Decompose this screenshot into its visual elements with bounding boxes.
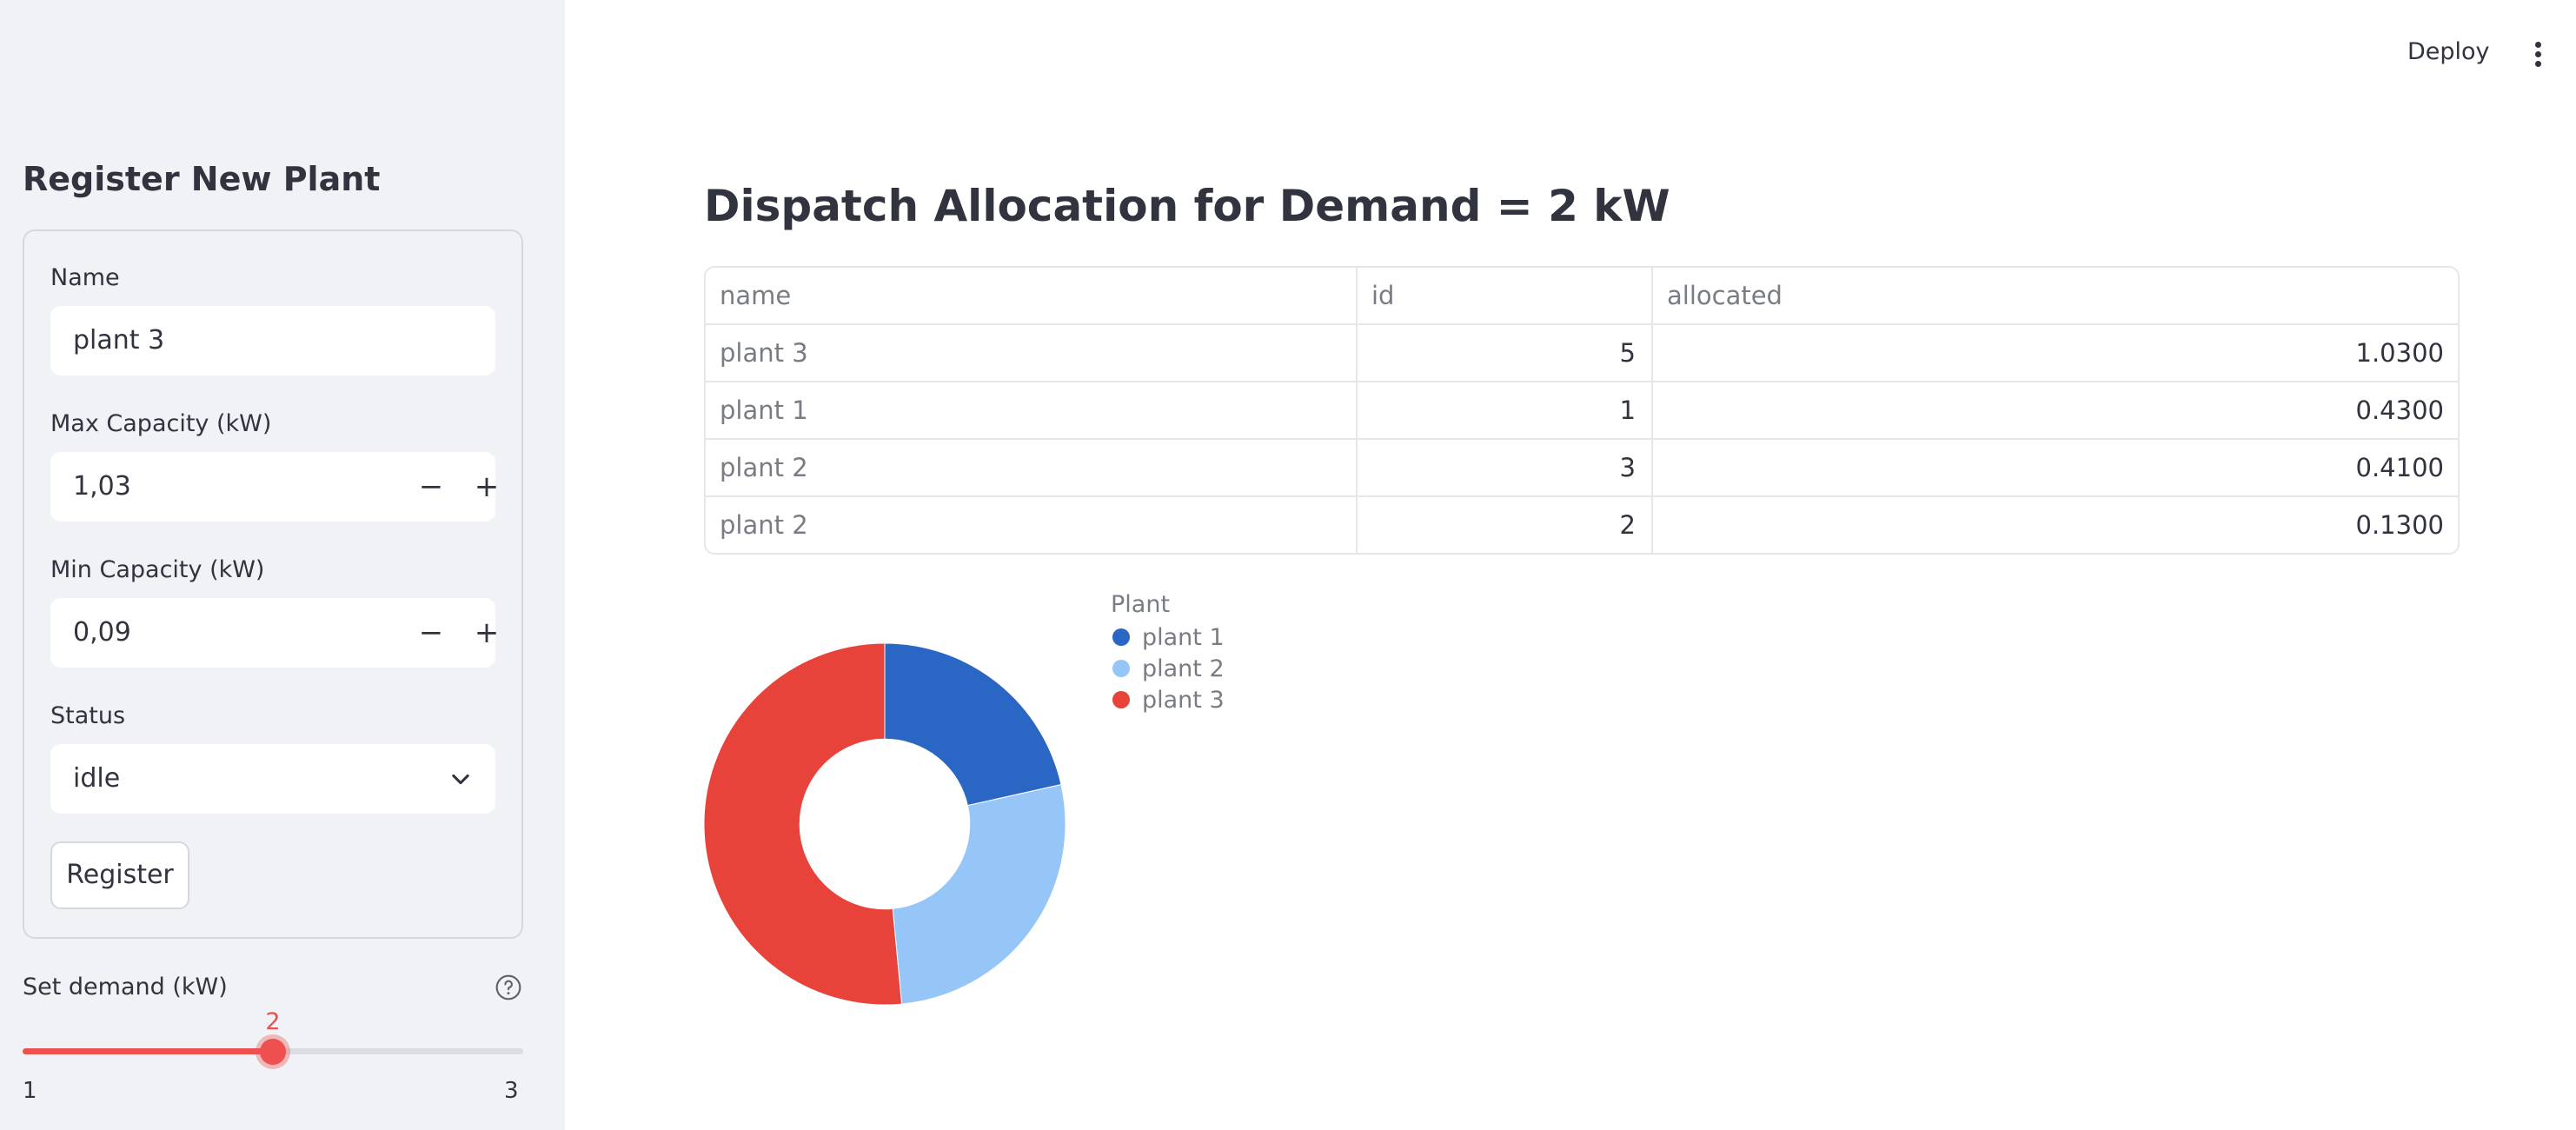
column-divider xyxy=(1651,268,1653,553)
allocation-donut-chart xyxy=(703,642,1066,1006)
table-row: plant 2 3 0.4100 xyxy=(706,438,2458,495)
table-row: plant 1 1 0.4300 xyxy=(706,381,2458,438)
legend-marker xyxy=(1112,690,1130,708)
min-capacity-label: Min Capacity (kW) xyxy=(50,556,265,583)
min-capacity-input[interactable]: 0,09 − + xyxy=(50,598,499,668)
legend-item-plant-1[interactable]: plant 1 xyxy=(1112,622,1225,654)
legend-marker xyxy=(1112,628,1130,646)
min-capacity-value: 0,09 xyxy=(73,617,131,648)
legend-title: Plant xyxy=(1111,591,1171,618)
chevron-down-icon xyxy=(452,774,469,785)
table-cell[interactable]: 0.4100 xyxy=(2355,453,2444,482)
legend-item-plant-3[interactable]: plant 3 xyxy=(1112,685,1225,716)
demand-slider-thumb[interactable] xyxy=(260,1039,286,1065)
demand-slider-min: 1 xyxy=(23,1078,37,1104)
status-select-value: idle xyxy=(73,763,121,794)
table-header-row: name id allocated xyxy=(706,268,2458,325)
table-row: plant 2 2 0.1300 xyxy=(706,495,2458,553)
donut-slice-plant-1[interactable] xyxy=(884,642,1062,807)
max-capacity-increment-button[interactable]: + xyxy=(474,469,500,504)
table-cell[interactable]: 1.0300 xyxy=(2355,338,2444,368)
demand-slider-fill xyxy=(23,1048,273,1054)
help-icon[interactable] xyxy=(495,974,522,1001)
donut-slice-plant-2[interactable] xyxy=(892,784,1066,1005)
sidebar-title: Register New Plant xyxy=(23,160,381,198)
register-button[interactable]: Register xyxy=(50,841,189,909)
min-capacity-decrement-button[interactable]: − xyxy=(418,615,444,650)
max-capacity-value: 1,03 xyxy=(73,471,131,502)
table-cell[interactable]: 0.1300 xyxy=(2355,510,2444,540)
demand-slider-max: 3 xyxy=(504,1078,519,1104)
table-cell[interactable]: 3 xyxy=(1619,453,1636,482)
allocation-table: name id allocated plant 3 5 1.0300 plant… xyxy=(704,266,2460,555)
table-cell[interactable]: plant 2 xyxy=(720,453,808,482)
demand-slider-value: 2 xyxy=(265,1008,281,1035)
table-cell[interactable]: 1 xyxy=(1619,396,1636,425)
column-header-id[interactable]: id xyxy=(1371,281,1395,310)
legend-label: plant 1 xyxy=(1142,624,1225,651)
deploy-button[interactable]: Deploy xyxy=(2407,38,2490,65)
table-cell[interactable]: 0.4300 xyxy=(2355,396,2444,425)
table-cell[interactable]: 5 xyxy=(1619,338,1636,368)
max-capacity-decrement-button[interactable]: − xyxy=(418,469,444,504)
main-menu-icon[interactable] xyxy=(2534,42,2543,70)
min-capacity-increment-button[interactable]: + xyxy=(474,615,500,650)
legend-marker xyxy=(1112,659,1130,677)
status-select[interactable]: idle xyxy=(50,744,495,814)
column-header-name[interactable]: name xyxy=(720,281,792,310)
legend-label: plant 3 xyxy=(1142,687,1225,714)
page-title: Dispatch Allocation for Demand = 2 kW xyxy=(704,181,1670,231)
table-cell[interactable]: plant 3 xyxy=(720,338,808,368)
name-input-value: plant 3 xyxy=(73,325,165,356)
name-label: Name xyxy=(50,264,120,291)
table-cell[interactable]: plant 1 xyxy=(720,396,808,425)
legend-label: plant 2 xyxy=(1142,655,1225,682)
demand-slider-label: Set demand (kW) xyxy=(23,974,228,1000)
column-header-allocated[interactable]: allocated xyxy=(1667,281,1783,310)
max-capacity-label: Max Capacity (kW) xyxy=(50,410,272,437)
sidebar: Register New Plant Name plant 3 Max Capa… xyxy=(0,0,565,1130)
table-cell[interactable]: plant 2 xyxy=(720,510,808,540)
register-form xyxy=(23,229,523,939)
table-row: plant 3 5 1.0300 xyxy=(706,323,2458,381)
max-capacity-input[interactable]: 1,03 − + xyxy=(50,452,499,522)
table-cell[interactable]: 2 xyxy=(1619,510,1636,540)
name-input[interactable]: plant 3 xyxy=(50,306,495,376)
status-label: Status xyxy=(50,702,126,729)
column-divider xyxy=(1356,268,1358,553)
legend-item-plant-2[interactable]: plant 2 xyxy=(1112,654,1225,685)
donut-slice-plant-3[interactable] xyxy=(703,642,903,1006)
